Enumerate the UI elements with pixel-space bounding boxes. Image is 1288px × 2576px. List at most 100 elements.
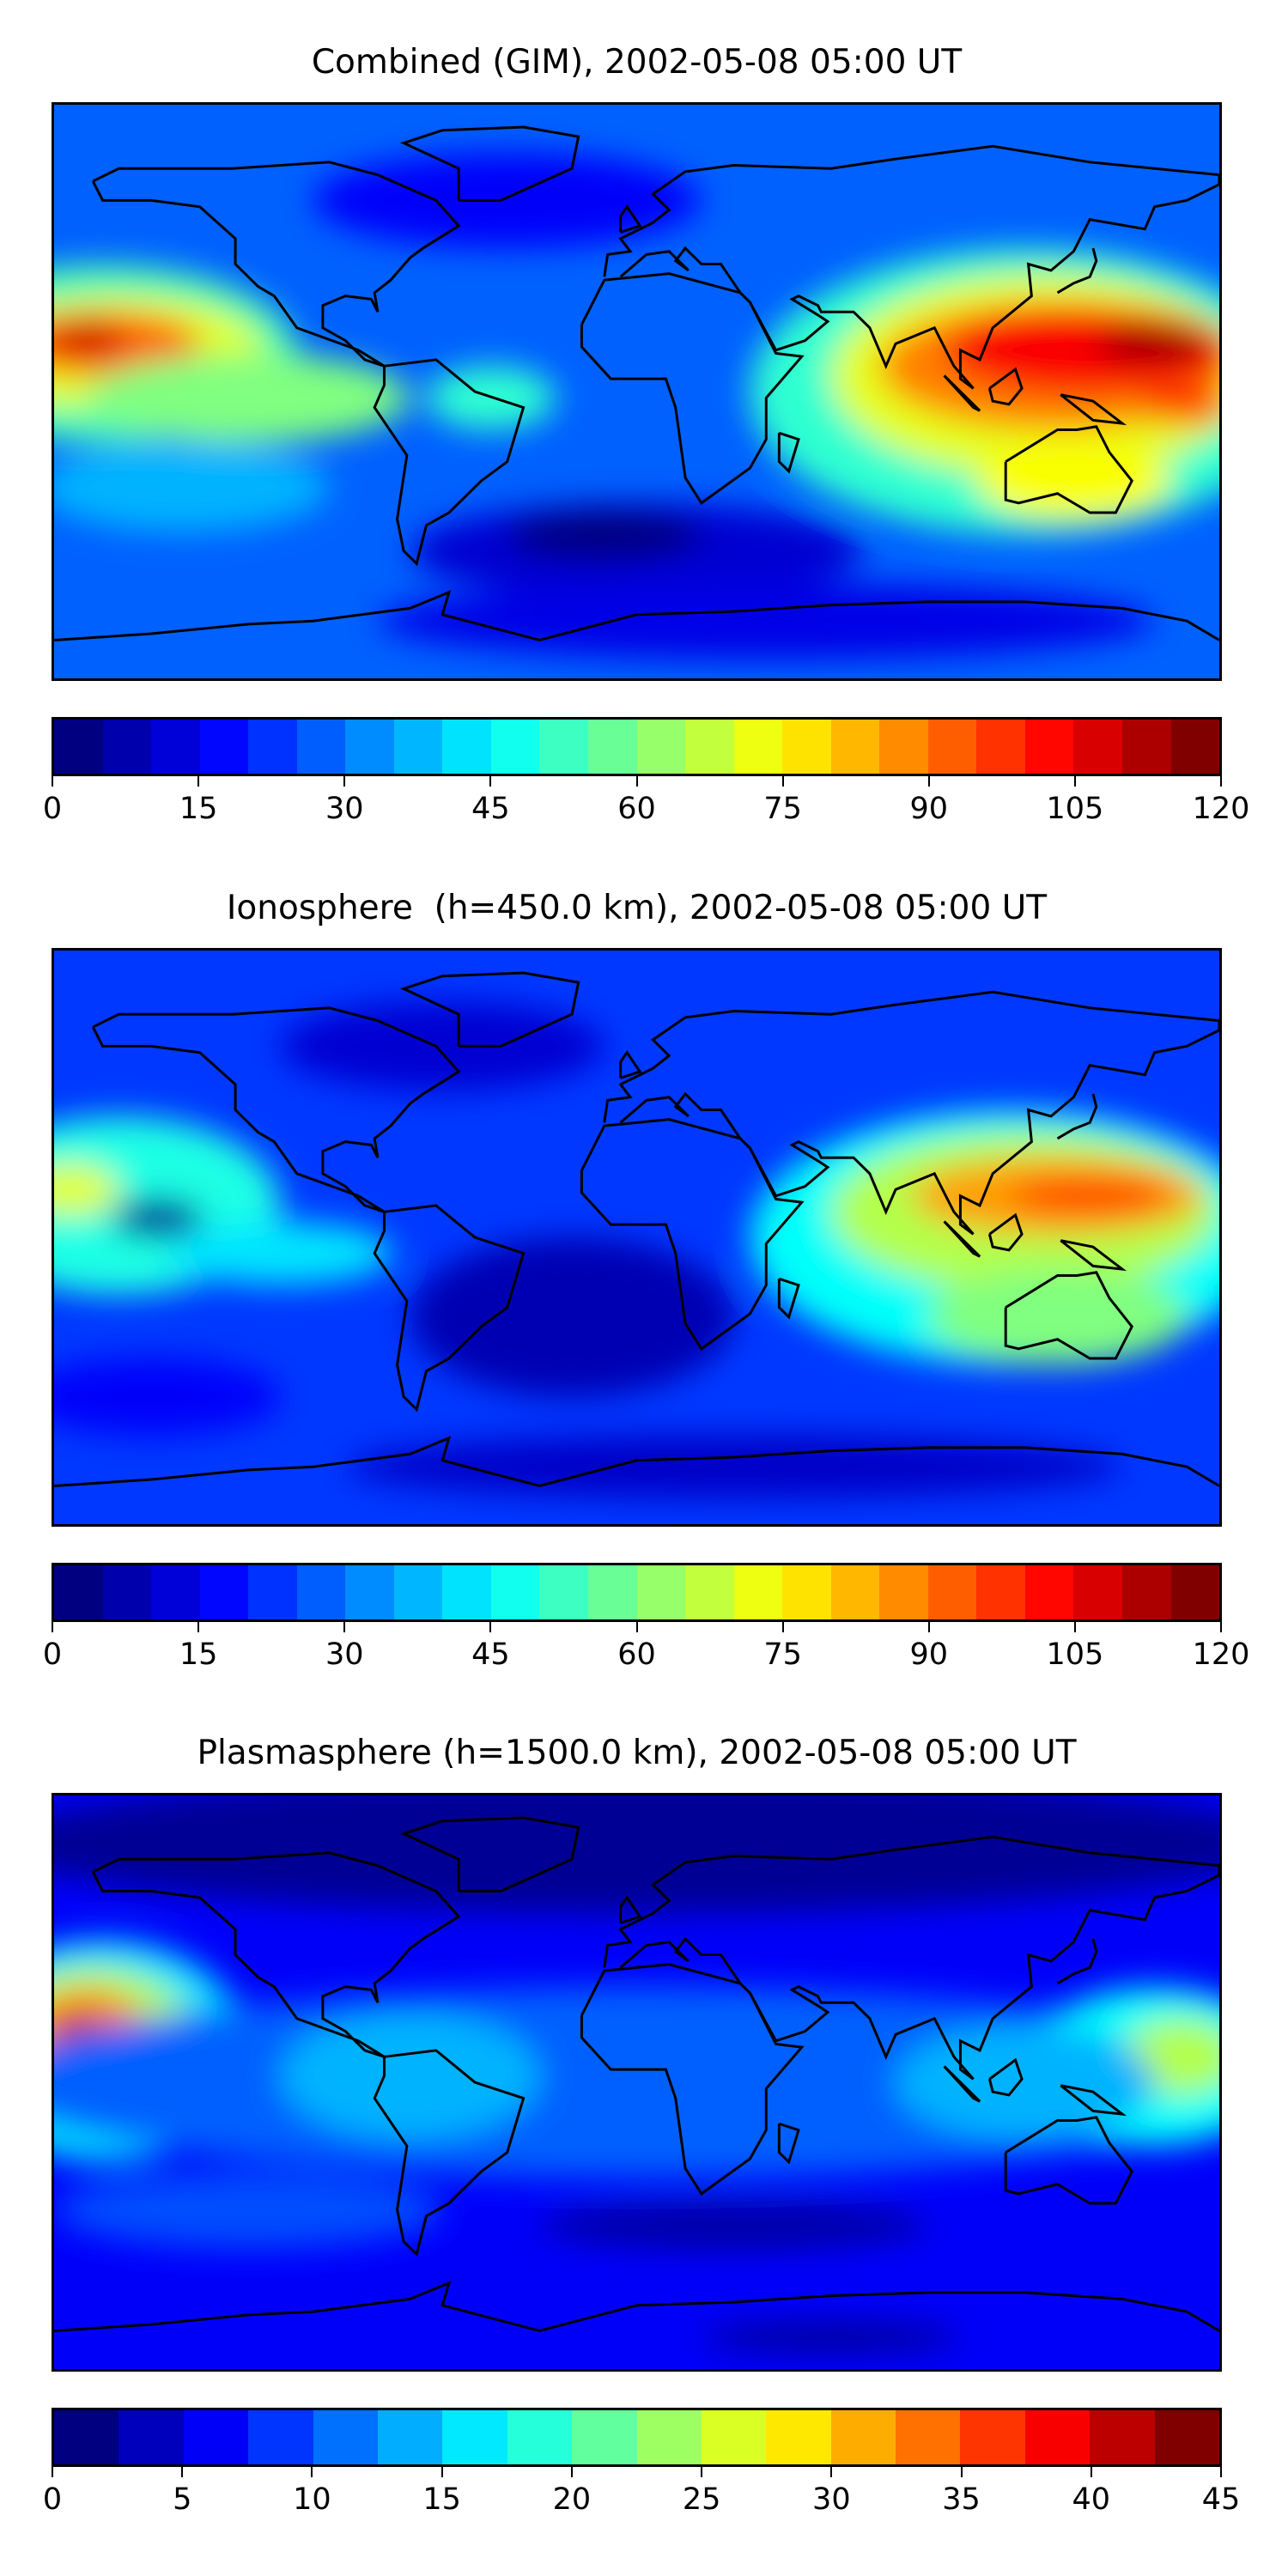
field-contour-region — [927, 1268, 1188, 1364]
colorbar — [52, 2408, 1222, 2467]
coastline-madagascar — [779, 1279, 799, 1317]
tick-label: 30 — [325, 792, 364, 826]
coastline-eurasia — [605, 1837, 1219, 2079]
tick-mark — [1220, 2467, 1222, 2477]
colorbar-level — [1073, 1564, 1123, 1619]
tick-mark — [440, 2467, 443, 2477]
tick-mark — [927, 1621, 930, 1632]
colorbar — [52, 1562, 1222, 1622]
tick-mark — [927, 776, 930, 787]
tick-mark — [1073, 1621, 1076, 1632]
colorbar-level — [102, 1564, 152, 1619]
colorbar-level — [313, 2410, 378, 2464]
colorbar-level — [151, 720, 200, 774]
colorbar-level — [685, 720, 734, 774]
colorbar-level — [248, 720, 297, 774]
tick-mark — [781, 1621, 784, 1632]
colorbar-level — [927, 1564, 977, 1619]
tick-label: 25 — [682, 2482, 721, 2517]
tick-label: 5 — [173, 2482, 192, 2517]
coastline-australia — [1005, 427, 1132, 513]
colorbar-level — [490, 720, 540, 774]
coastline-north-america — [93, 162, 459, 367]
coastline-sumatra — [945, 2066, 980, 2101]
tick-label: 30 — [812, 2482, 851, 2517]
tick-label: 105 — [1046, 792, 1104, 826]
colorbar-level — [248, 2410, 313, 2464]
colorbar-level — [393, 1564, 443, 1619]
field-contour-region — [54, 318, 125, 357]
tick-label: 75 — [763, 1637, 802, 1672]
world-map — [52, 102, 1222, 681]
colorbar-level — [377, 2410, 443, 2464]
colorbar-level — [1122, 720, 1171, 774]
world-map — [52, 1793, 1222, 2372]
colorbar-level — [442, 720, 491, 774]
colorbar-ticks: 0 15 30 45 60 75 90 105 120 — [43, 1621, 1249, 1674]
heatmap-field — [54, 1795, 1219, 2369]
tick-label: 75 — [763, 792, 802, 826]
tick-mark — [489, 1621, 492, 1632]
field-contour-region — [86, 353, 410, 443]
colorbar-level — [1090, 2410, 1155, 2464]
field-contour-region — [54, 1163, 119, 1215]
colorbar-level — [927, 720, 977, 774]
map-panel-3: Plasmasphere (h=1500.0 km), 2002-05-08 0… — [0, 1691, 1288, 2537]
coastline-borneo — [989, 369, 1022, 404]
colorbar-level — [345, 1564, 394, 1619]
coastline-japan — [1058, 1939, 1097, 1984]
colorbar-level — [54, 720, 103, 774]
colorbar-level — [442, 1564, 491, 1619]
tick-label: 120 — [1192, 792, 1250, 826]
tick-label: 15 — [179, 1637, 218, 1672]
colorbar-level — [782, 720, 831, 774]
colorbar-level — [345, 720, 394, 774]
tick-label: 30 — [325, 1637, 364, 1672]
tick-mark — [1090, 2467, 1092, 2477]
colorbar-level — [782, 1564, 831, 1619]
tick-label: 0 — [42, 2482, 63, 2517]
field-contour-region — [410, 1236, 734, 1397]
field-contour-region — [54, 1358, 281, 1435]
coastline-australia — [1005, 1272, 1132, 1358]
tick-label: 90 — [909, 1637, 949, 1672]
tick-mark — [52, 776, 53, 787]
coastline-britain — [621, 1052, 641, 1078]
field-contour-region — [54, 1795, 1219, 1914]
coastline-new-guinea — [1060, 2086, 1122, 2114]
tick-label: 60 — [617, 1637, 656, 1672]
tick-label: 120 — [1192, 1637, 1250, 1672]
tick-mark — [52, 2467, 53, 2477]
colorbar-level — [636, 2410, 702, 2464]
tick-mark — [181, 2467, 184, 2477]
coastline-new-guinea — [1060, 1240, 1122, 1268]
coastline-new-guinea — [1060, 395, 1122, 423]
tick-label: 10 — [293, 2482, 331, 2517]
colorbar-level — [54, 2410, 119, 2464]
coastline-africa — [581, 274, 801, 503]
coastline-greenland — [404, 127, 579, 200]
colorbar-level — [588, 1564, 637, 1619]
colorbar-level — [490, 1564, 540, 1619]
tick-label: 105 — [1046, 1637, 1104, 1672]
colorbar-level — [830, 720, 880, 774]
coastline-antarctica — [54, 1437, 1219, 1485]
colorbar-level — [507, 2410, 573, 2464]
tick-label: 45 — [471, 1637, 510, 1672]
field-contour-region — [1008, 1176, 1171, 1215]
coastline-africa — [581, 1965, 801, 2194]
coastline-south-america — [374, 1205, 523, 1409]
colorbar-level — [830, 2410, 896, 2464]
colorbar-level — [636, 1564, 686, 1619]
coastline-japan — [1058, 248, 1097, 293]
tick-mark — [311, 2467, 313, 2477]
tick-label: 90 — [909, 792, 949, 826]
colorbar-level — [636, 720, 686, 774]
coastline-antarctica — [54, 2283, 1219, 2331]
tick-label: 40 — [1072, 2482, 1111, 2517]
tick-mark — [343, 1621, 346, 1632]
colorbar-level — [733, 720, 783, 774]
heatmap-field — [54, 950, 1219, 1524]
colorbar-level — [442, 2410, 507, 2464]
colorbar-level — [183, 2410, 249, 2464]
